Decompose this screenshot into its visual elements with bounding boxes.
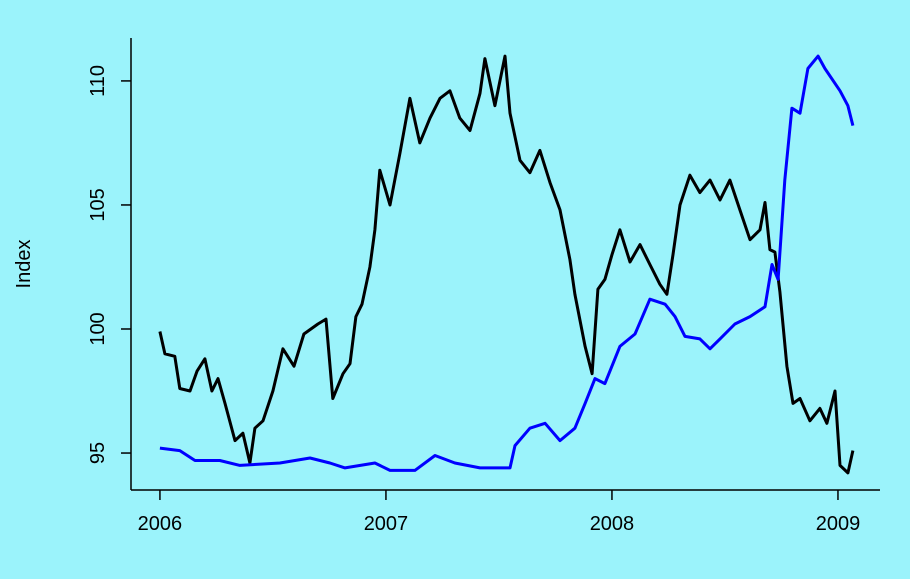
- x-tick-label: 2007: [364, 513, 409, 535]
- data-line: [159, 54, 855, 472]
- y-tick-label: 105: [87, 188, 109, 221]
- y-tick-label: 95: [87, 442, 109, 464]
- y-axis-label: Index: [13, 240, 35, 289]
- y-tick-label: 100: [87, 312, 109, 345]
- x-tick-label: 2008: [590, 513, 635, 535]
- y-tick-label: 110: [87, 65, 109, 97]
- x-tick-label: 2009: [816, 513, 861, 535]
- x-tick-label: 2006: [138, 513, 183, 535]
- data-line: [158, 54, 855, 475]
